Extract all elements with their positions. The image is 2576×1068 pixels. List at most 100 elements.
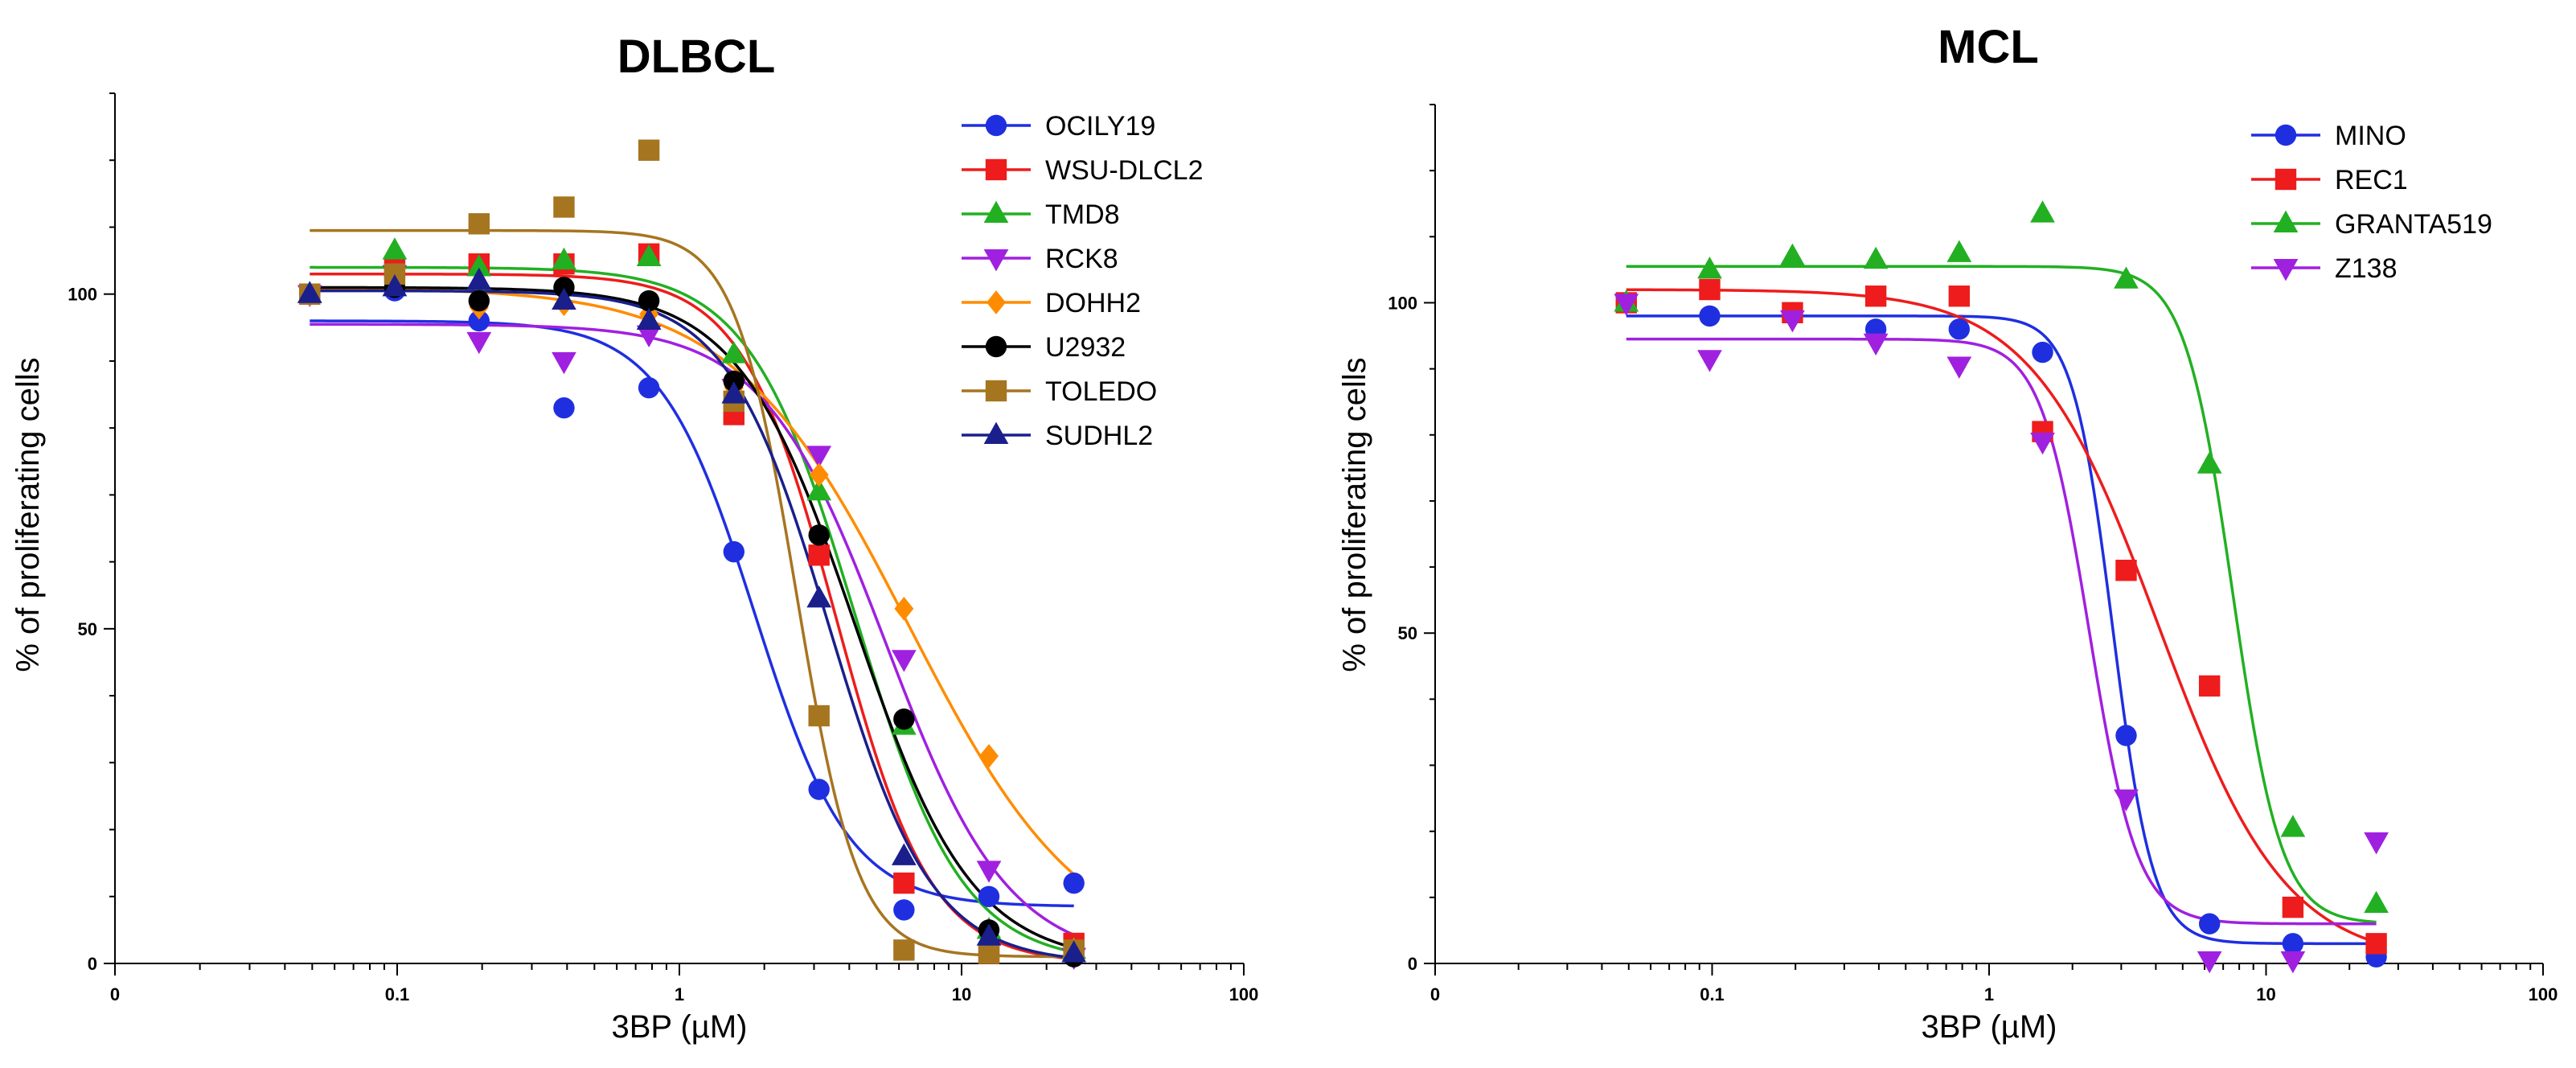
y-tick-label: 0 [88, 954, 97, 974]
data-point-tmd8 [552, 247, 576, 270]
legend-marker-ocily19 [985, 114, 1007, 137]
data-point-u2932 [468, 290, 490, 312]
x-tick-label: 1 [675, 984, 684, 1004]
data-point-z138 [2114, 789, 2139, 811]
data-point-sudhl2 [636, 307, 662, 331]
legend-label-u2932: U2932 [1045, 332, 1126, 363]
chart-title: MCL [1938, 21, 2039, 73]
y-tick-label: 100 [1388, 293, 1417, 313]
data-point-sudhl2 [976, 923, 1002, 946]
data-point-u2932 [638, 290, 660, 312]
data-point-u2932 [808, 524, 830, 546]
x-axis-label: 3BP (µM) [611, 1009, 747, 1045]
data-point-rck8 [976, 861, 1002, 883]
fit-curve-sudhl2 [310, 289, 1074, 959]
legend-label-rec1: REC1 [2335, 165, 2408, 195]
data-point-sudhl2 [721, 381, 747, 404]
data-point-z138 [1863, 333, 1889, 356]
fit-curve-ocily19 [310, 319, 1074, 908]
data-point-granta519 [2280, 815, 2306, 837]
fit-curve-rec1 [1626, 288, 2377, 944]
chart-title: DLBCL [617, 31, 776, 83]
data-point-rec1 [1699, 278, 1721, 301]
data-point-dohh2 [979, 744, 999, 768]
x-tick-label: 1 [1984, 984, 1994, 1004]
fit-curve-toledo [310, 228, 1074, 959]
data-point-rec1 [2198, 675, 2221, 697]
legend-label-mino: MINO [2335, 121, 2406, 151]
data-point-tmd8 [466, 254, 492, 277]
data-point-rck8 [806, 446, 832, 468]
data-point-ocily19 [553, 396, 575, 419]
data-point-wsu-dlcl2 [893, 872, 915, 894]
data-point-tmd8 [382, 237, 408, 260]
x-tick-label: 0 [110, 984, 120, 1004]
data-point-granta519 [1780, 243, 1805, 265]
data-point-granta519 [1697, 257, 1722, 279]
data-point-ocily19 [1063, 872, 1085, 894]
data-point-dohh2 [809, 462, 829, 487]
legend-label-granta519: GRANTA519 [2335, 209, 2492, 240]
data-point-toledo [468, 213, 490, 235]
legend-marker-wsu-dlcl2 [985, 158, 1007, 181]
data-point-rck8 [466, 331, 492, 355]
fit-curve-rck8 [310, 322, 1075, 937]
data-point-granta519 [2364, 890, 2389, 914]
data-point-sudhl2 [382, 274, 408, 297]
x-tick-label: 10 [952, 984, 971, 1004]
y-tick-label: 50 [78, 619, 97, 639]
data-point-mino [1948, 318, 1971, 340]
data-point-toledo [808, 704, 830, 727]
data-point-sudhl2 [552, 287, 576, 310]
data-point-granta519 [1863, 246, 1889, 269]
data-point-rec1 [1948, 285, 1971, 307]
legend-label-z138: Z138 [2335, 253, 2398, 284]
fit-curve-u2932 [310, 285, 1075, 950]
legend-label-ocily19: OCILY19 [1045, 111, 1155, 142]
legend-marker-granta519 [2273, 210, 2299, 233]
x-tick-label: 10 [2256, 984, 2275, 1004]
data-point-mino [2282, 933, 2304, 955]
fit-curve-z138 [1626, 337, 2377, 926]
y-tick-label: 100 [68, 285, 97, 305]
legend-label-tmd8: TMD8 [1045, 199, 1120, 230]
data-point-z138 [1946, 356, 1972, 379]
data-point-ocily19 [468, 310, 490, 332]
data-point-mino [1699, 305, 1721, 327]
data-point-ocily19 [893, 899, 915, 921]
data-point-rck8 [891, 650, 917, 672]
legend-marker-tmd8 [983, 200, 1009, 224]
data-point-z138 [1614, 294, 1639, 316]
data-point-z138 [1780, 310, 1805, 333]
data-point-rck8 [552, 351, 576, 375]
x-tick-label: 100 [1229, 984, 1259, 1004]
legend-marker-dohh2 [987, 290, 1006, 314]
legend-label-rck8: RCK8 [1045, 244, 1118, 274]
data-point-mino [2032, 341, 2053, 364]
data-point-granta519 [2030, 200, 2055, 223]
data-point-sudhl2 [806, 585, 832, 608]
data-point-toledo [638, 139, 660, 161]
data-point-tmd8 [721, 341, 747, 364]
y-axis-label: % of proliferating cells [10, 357, 46, 672]
data-point-u2932 [553, 277, 575, 298]
legend-marker-rec1 [2275, 168, 2297, 191]
fit-curve-granta519 [1626, 265, 2377, 924]
legend-label-toledo: TOLEDO [1045, 376, 1157, 407]
data-point-rec1 [1864, 285, 1887, 307]
data-point-tmd8 [806, 478, 832, 501]
data-point-granta519 [2197, 451, 2222, 474]
data-point-u2932 [723, 370, 744, 392]
data-point-toledo [893, 939, 915, 961]
legend-marker-toledo [985, 380, 1007, 402]
legend-label-wsu-dlcl2: WSU-DLCL2 [1045, 155, 1203, 186]
data-point-dohh2 [894, 596, 914, 621]
data-point-mino [2198, 913, 2221, 934]
legend-label-sudhl2: SUDHL2 [1045, 421, 1153, 451]
legend-marker-z138 [2273, 258, 2299, 281]
legend-marker-mino [2275, 124, 2297, 146]
data-point-sudhl2 [297, 281, 322, 303]
fit-curve-dohh2 [310, 286, 1075, 876]
data-point-rck8 [636, 325, 662, 347]
